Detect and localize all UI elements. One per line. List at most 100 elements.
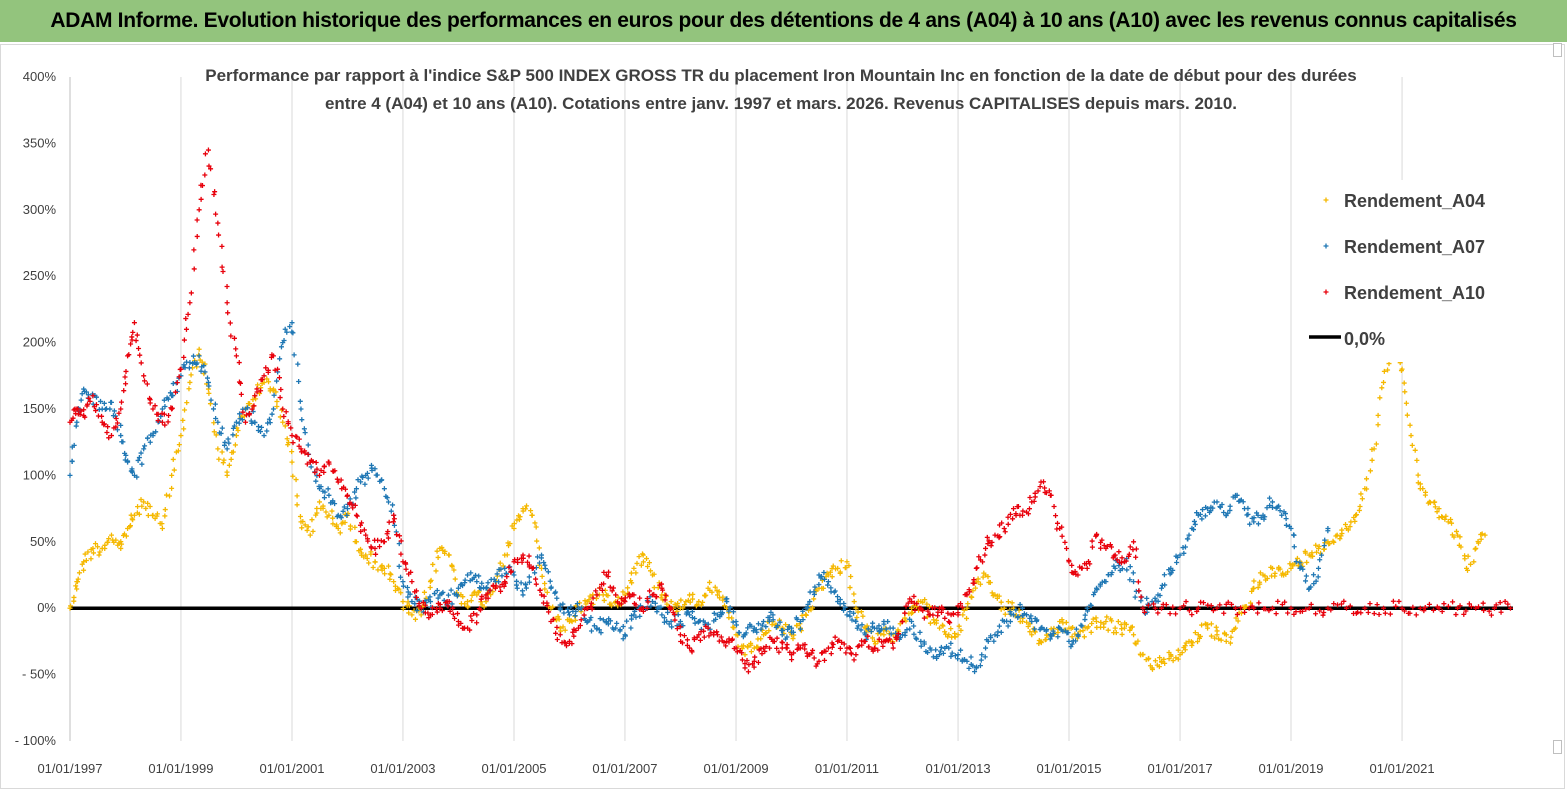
point-rendement-a10 (537, 587, 543, 593)
point-rendement-a07 (1321, 543, 1327, 549)
point-rendement-a07 (1199, 516, 1205, 522)
point-rendement-a07 (888, 631, 894, 637)
point-rendement-a04 (1063, 619, 1069, 625)
point-rendement-a07 (825, 582, 831, 588)
point-rendement-a10 (358, 522, 364, 528)
point-rendement-a10 (986, 538, 992, 544)
point-rendement-a07 (1218, 504, 1223, 510)
point-rendement-a04 (353, 539, 359, 545)
x-tick-label: 01/01/2019 (1258, 761, 1323, 776)
point-rendement-a10 (1015, 504, 1021, 510)
point-rendement-a04 (300, 518, 306, 524)
point-rendement-a04 (1257, 570, 1263, 576)
point-rendement-a04 (830, 563, 836, 569)
point-rendement-a04 (1223, 638, 1229, 644)
point-rendement-a07 (514, 585, 520, 591)
point-rendement-a07 (1103, 579, 1109, 585)
point-rendement-a07 (250, 409, 256, 415)
point-rendement-a04 (1216, 636, 1222, 642)
point-rendement-a04 (507, 541, 513, 547)
point-rendement-a07 (535, 554, 541, 560)
point-rendement-a07 (909, 618, 915, 624)
point-rendement-a07 (855, 623, 861, 629)
point-rendement-a10 (533, 576, 539, 582)
point-rendement-a07 (414, 608, 420, 614)
point-rendement-a07 (1082, 617, 1088, 623)
resize-handle-top-right[interactable] (1553, 43, 1562, 57)
point-rendement-a07 (841, 607, 847, 613)
point-rendement-a07 (938, 644, 944, 650)
point-rendement-a07 (591, 623, 597, 629)
point-rendement-a10 (654, 594, 660, 600)
point-rendement-a04 (1025, 623, 1031, 629)
point-rendement-a10 (113, 415, 119, 421)
point-rendement-a07 (239, 417, 245, 423)
point-rendement-a04 (640, 559, 646, 565)
point-rendement-a07 (225, 436, 231, 442)
point-rendement-a10 (1273, 611, 1279, 617)
point-rendement-a04 (1213, 624, 1219, 630)
point-rendement-a10 (1020, 508, 1026, 514)
point-rendement-a04 (690, 591, 696, 597)
point-rendement-a07 (1269, 499, 1275, 505)
point-rendement-a07 (1191, 518, 1197, 524)
x-tick-label: 01/01/2021 (1370, 761, 1435, 776)
point-rendement-a07 (360, 475, 366, 481)
point-rendement-a04 (1103, 618, 1109, 624)
point-rendement-a10 (1066, 559, 1072, 565)
point-rendement-a07 (587, 617, 593, 623)
point-rendement-a07 (499, 573, 505, 579)
point-rendement-a04 (368, 551, 374, 557)
point-rendement-a10 (155, 411, 161, 417)
point-rendement-a07 (386, 499, 392, 505)
point-rendement-a10 (718, 634, 724, 640)
point-rendement-a07 (257, 429, 263, 435)
point-rendement-a07 (553, 589, 559, 595)
point-rendement-a07 (605, 621, 611, 627)
point-rendement-a10 (420, 599, 426, 605)
point-rendement-a10 (1072, 569, 1078, 575)
legend-label: Rendement_A10 (1344, 283, 1485, 303)
point-rendement-a10 (429, 605, 435, 611)
point-rendement-a10 (467, 627, 473, 633)
point-rendement-a10 (447, 608, 453, 614)
point-rendement-a07 (278, 344, 284, 350)
point-rendement-a04 (1001, 605, 1007, 611)
point-rendement-a04 (529, 512, 535, 518)
point-rendement-a07 (205, 375, 211, 381)
point-rendement-a10 (1031, 498, 1037, 504)
x-tick-label: 01/01/2005 (481, 761, 546, 776)
point-rendement-a04 (702, 593, 708, 599)
point-rendement-a07 (290, 330, 296, 336)
resize-handle-bottom-right[interactable] (1553, 740, 1562, 754)
point-rendement-a04 (412, 616, 418, 622)
point-rendement-a07 (614, 620, 620, 626)
point-rendement-a10 (870, 648, 876, 654)
point-rendement-a04 (274, 399, 280, 405)
point-rendement-a10 (791, 650, 797, 656)
point-rendement-a10 (1136, 588, 1142, 594)
point-rendement-a07 (1155, 598, 1161, 604)
point-rendement-a10 (526, 564, 532, 570)
point-rendement-a10 (90, 393, 96, 399)
point-rendement-a04 (615, 594, 621, 600)
point-rendement-a07 (449, 601, 455, 607)
point-rendement-a07 (1319, 552, 1325, 558)
point-rendement-a10 (847, 645, 853, 651)
point-rendement-a10 (640, 608, 646, 614)
point-rendement-a07 (1245, 511, 1251, 517)
point-rendement-a10 (1453, 612, 1459, 618)
point-rendement-a10 (697, 637, 703, 643)
point-rendement-a10 (258, 377, 264, 383)
point-rendement-a10 (554, 624, 560, 630)
point-rendement-a04 (490, 589, 496, 595)
x-tick-label: 01/01/1999 (148, 761, 213, 776)
point-rendement-a04 (1228, 634, 1234, 640)
y-tick-label: - 100% (15, 733, 57, 748)
point-rendement-a07 (1049, 633, 1055, 639)
point-rendement-a07 (1084, 608, 1090, 614)
point-rendement-a10 (1367, 601, 1373, 607)
point-rendement-a07 (847, 609, 853, 615)
point-rendement-a04 (427, 584, 433, 590)
point-rendement-a10 (562, 640, 568, 646)
